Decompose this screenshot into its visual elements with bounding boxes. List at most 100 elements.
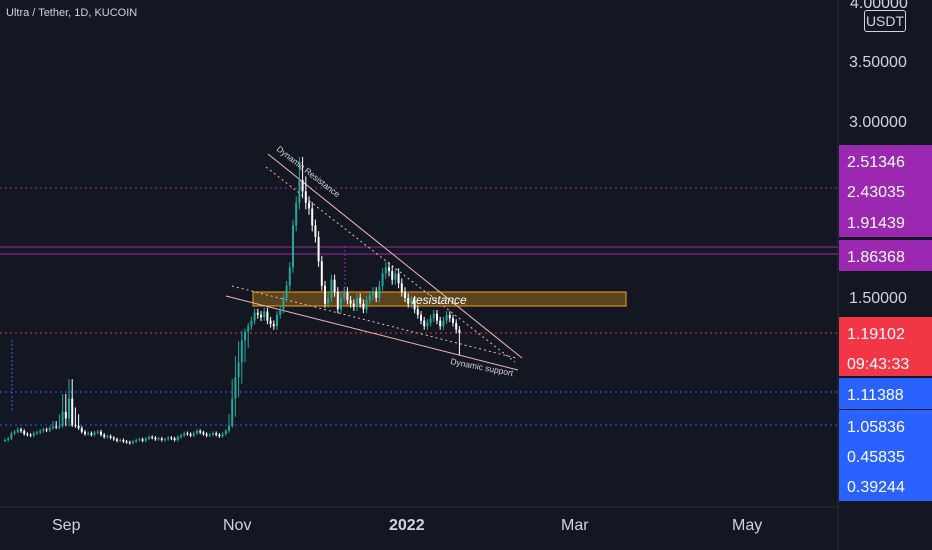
candle-body — [256, 312, 259, 315]
candle-body — [48, 428, 51, 431]
candle-body — [45, 429, 48, 431]
candle-body — [170, 437, 173, 439]
price-label-box[interactable] — [839, 378, 932, 409]
candle-body — [183, 433, 186, 436]
candle-body — [436, 313, 438, 321]
candle-body — [132, 441, 134, 443]
price-label-box[interactable] — [839, 470, 932, 501]
candle-body — [279, 309, 282, 315]
candle-body — [87, 433, 90, 435]
y-tick-label: 3.00000 — [849, 114, 907, 131]
price-label-box[interactable] — [839, 410, 932, 441]
candle-body — [404, 291, 406, 298]
candle-body — [7, 438, 10, 440]
candle-body — [301, 180, 304, 192]
candle-body — [330, 279, 333, 298]
candle-body — [455, 322, 458, 330]
candle-body — [324, 285, 326, 304]
price-label-text: 0.39244 — [847, 479, 905, 496]
price-label-box[interactable] — [839, 440, 932, 471]
price-label-box[interactable] — [839, 175, 932, 206]
candle-body — [317, 236, 320, 262]
candle-body — [445, 314, 448, 321]
candle-body — [90, 433, 93, 435]
candle-body — [167, 437, 170, 440]
candle-body — [84, 431, 86, 434]
dynamic-support-line-inner[interactable] — [231, 285, 517, 359]
candle-body — [164, 439, 166, 441]
candle-body — [372, 291, 374, 296]
candle-body — [295, 202, 298, 226]
candle-body — [365, 300, 368, 310]
price-label-text: 2.51346 — [847, 154, 905, 171]
candle-body — [400, 283, 403, 292]
candle-body — [247, 326, 250, 332]
candle-body — [311, 208, 314, 226]
x-tick-label: Sep — [52, 517, 81, 534]
candle-body — [125, 441, 128, 443]
candle-body — [119, 440, 122, 441]
candle-body — [442, 320, 445, 327]
x-tick-label: May — [732, 517, 762, 534]
candle-body — [23, 431, 26, 434]
candle-body — [429, 318, 432, 323]
candle-body — [148, 437, 150, 439]
candle-body — [55, 426, 58, 428]
candle-body — [407, 298, 410, 304]
candle-body — [173, 438, 176, 440]
candle-body — [253, 312, 256, 321]
price-labels-layer: 2.51346 2.43035 1.91439 1.86368 1.19102 09:43… — [839, 145, 932, 501]
dynamic-resistance-line[interactable] — [267, 153, 523, 359]
candle-body — [13, 431, 16, 434]
candle-body — [413, 300, 416, 310]
candle-body — [32, 433, 35, 436]
annotation-resistance[interactable]: resistance — [412, 293, 467, 307]
candle-body — [29, 434, 32, 436]
candle-body — [208, 434, 211, 436]
candle-body — [218, 434, 221, 437]
candle-body — [196, 431, 198, 434]
candle-body — [189, 434, 192, 436]
candle-body — [215, 433, 218, 435]
candle-body — [228, 425, 230, 431]
price-label-text: 1.91439 — [847, 215, 905, 232]
x-tick-label: Mar — [561, 517, 589, 534]
annotation-dynamic-resistance[interactable]: Dynamic Resistance — [275, 144, 342, 200]
candle-body — [138, 439, 141, 441]
price-label-box[interactable] — [839, 206, 932, 237]
dynamic-support-line[interactable] — [225, 295, 519, 371]
candle-body — [340, 298, 342, 310]
currency-unit-badge[interactable]: USDT — [864, 10, 906, 32]
candle-body — [10, 433, 13, 439]
price-label-box[interactable] — [839, 347, 932, 376]
candle-body — [237, 362, 240, 378]
price-label-box[interactable] — [839, 317, 932, 348]
x-tick-label: Nov — [223, 517, 251, 534]
candle-body — [375, 291, 378, 298]
candle-body — [260, 314, 262, 318]
price-label-box[interactable] — [839, 145, 932, 176]
candle-body — [100, 431, 102, 435]
price-label-text: 1.11388 — [847, 387, 904, 404]
candle-body — [384, 267, 387, 274]
candle-body — [221, 434, 224, 437]
candle-body — [362, 303, 365, 310]
candle-body — [416, 309, 419, 315]
candle-body — [368, 295, 371, 301]
candle-body — [4, 440, 6, 441]
price-label-box[interactable] — [839, 240, 932, 271]
annotation-dynamic-support[interactable]: Dynamic support — [450, 356, 515, 378]
y-tick-label: 3.50000 — [849, 54, 907, 71]
symbol-title[interactable]: Ultra / Tether, 1D, KUCOIN — [6, 7, 138, 19]
candle-body — [240, 340, 243, 363]
candle-body — [64, 411, 67, 419]
candle-body — [16, 429, 19, 432]
candle-body — [39, 431, 42, 433]
candle-body — [266, 311, 269, 321]
price-label-text: 1.19102 — [847, 326, 905, 343]
horizontal-lines-layer — [0, 187, 838, 426]
candle-body — [68, 398, 70, 419]
candle-body — [212, 433, 214, 435]
candle-body — [224, 431, 227, 434]
